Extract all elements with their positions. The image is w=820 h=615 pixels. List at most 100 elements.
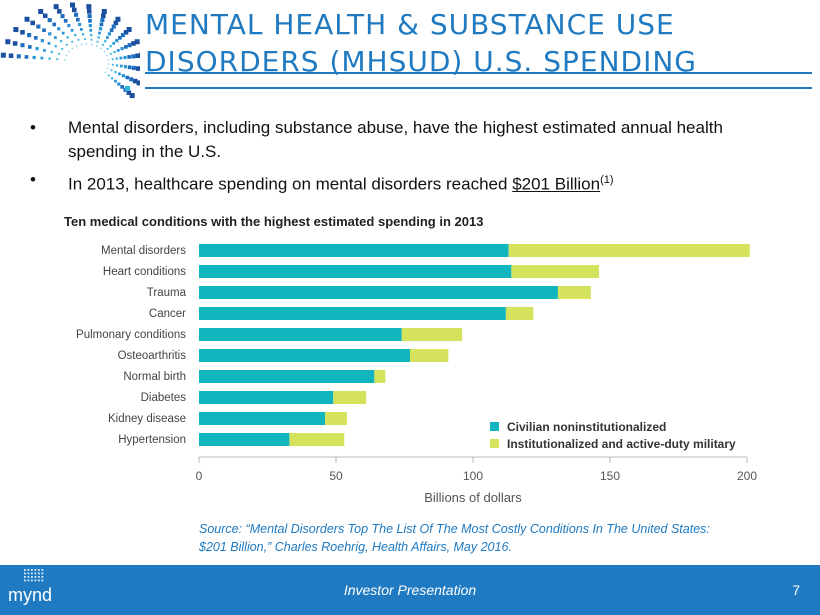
- logo-dot: [88, 23, 92, 28]
- category-label: Osteoarthritis: [118, 350, 187, 362]
- logo-dot: [31, 579, 33, 582]
- logo-dot: [121, 74, 125, 78]
- logo-dot: [36, 24, 41, 29]
- logo-dot: [120, 85, 124, 89]
- logo-dot: [100, 18, 105, 23]
- logo-dot: [27, 33, 32, 38]
- logo-dot: [47, 42, 51, 45]
- logo-dot: [120, 33, 126, 38]
- logo-dot: [24, 579, 26, 582]
- logo-dot: [126, 90, 132, 95]
- logo-dot: [35, 47, 39, 51]
- bar-civilian: [199, 433, 290, 446]
- source-line-1: Source: “Mental Disorders Top The List O…: [199, 522, 710, 536]
- logo-dot: [105, 36, 109, 39]
- logo-dot: [41, 569, 44, 571]
- logo-dot: [126, 27, 132, 33]
- category-label: Trauma: [147, 287, 187, 299]
- logo-dot: [114, 79, 117, 83]
- logo-dot: [74, 12, 79, 17]
- title-divider: [145, 87, 812, 89]
- logo-dot: [132, 78, 138, 84]
- logo-dot: [112, 42, 116, 45]
- logo-dot: [113, 50, 116, 54]
- category-label: Diabetes: [141, 392, 187, 404]
- logo-dot: [95, 45, 98, 47]
- logo-dot: [113, 20, 119, 26]
- legend-swatch: [490, 422, 499, 431]
- logo-dot: [5, 39, 11, 45]
- logo-dot: [31, 569, 33, 571]
- logo-dot: [20, 30, 25, 35]
- logo-dot: [102, 43, 105, 46]
- logo-dot: [136, 80, 140, 86]
- logo-dot: [89, 28, 93, 32]
- logo-dot: [74, 33, 77, 37]
- logo-dot: [24, 569, 26, 571]
- logo-dot: [59, 40, 63, 43]
- logo-dot: [115, 39, 119, 43]
- logo-dot: [110, 69, 113, 72]
- logo-dot: [80, 28, 83, 31]
- source-line-2: $201 Billion,” Charles Roehrig, Health A…: [199, 540, 512, 554]
- x-axis-label: Billions of dollars: [424, 490, 522, 505]
- logo-dot: [84, 38, 86, 41]
- logo-dot: [61, 48, 64, 50]
- logo-dot: [58, 52, 60, 55]
- logo-dot: [124, 45, 128, 49]
- bar-institutionalized: [508, 244, 750, 257]
- logo-dot: [72, 7, 77, 13]
- logo-dot: [127, 43, 132, 48]
- bullet-text: In 2013, healthcare spending on mental d…: [68, 168, 614, 197]
- logo-dot: [118, 72, 121, 76]
- title-line-2: DISORDERS (MHSUD) U.S. SPENDING: [145, 45, 697, 78]
- bullet-list: • Mental disorders, including substance …: [30, 116, 790, 201]
- category-label: Heart conditions: [103, 266, 186, 278]
- logo-dot: [115, 57, 118, 60]
- logo-dot: [127, 65, 132, 70]
- logo-dot: [86, 43, 88, 45]
- logo-dot: [100, 47, 102, 50]
- logo-dot: [42, 13, 48, 19]
- logo-dot: [107, 32, 112, 36]
- logo-dot: [131, 65, 136, 70]
- x-tick-label: 200: [737, 469, 757, 483]
- bullet-item: • In 2013, healthcare spending on mental…: [30, 168, 790, 197]
- logo-dot: [76, 17, 80, 22]
- bar-institutionalized: [409, 349, 449, 362]
- footer-logo-icon: [24, 569, 44, 582]
- bar-institutionalized: [374, 370, 386, 383]
- x-tick-label: 150: [600, 469, 620, 483]
- logo-dot: [78, 22, 82, 27]
- logo-dot: [24, 572, 26, 575]
- logo-dot: [89, 33, 93, 37]
- logo-dot: [38, 569, 40, 571]
- logo-dot: [129, 77, 134, 82]
- logo-dot: [27, 576, 30, 578]
- logo-dot: [115, 64, 119, 67]
- logo-dot: [47, 18, 52, 23]
- logo-dot: [129, 93, 135, 99]
- logo-dot: [97, 36, 100, 39]
- logo-dot: [98, 27, 103, 31]
- logo-dot: [107, 63, 110, 65]
- bar-institutionalized: [557, 286, 591, 299]
- spending-highlight: $201 Billion: [512, 174, 601, 194]
- logo-dot: [115, 16, 121, 22]
- logo-dot: [38, 572, 40, 575]
- category-label: Pulmonary conditions: [76, 329, 186, 341]
- logo-dot: [101, 13, 106, 19]
- logo-dot: [109, 45, 112, 48]
- title-underline: [145, 72, 812, 74]
- logo-dot: [52, 22, 57, 27]
- logo-dot: [57, 27, 61, 31]
- bar-institutionalized: [333, 391, 367, 404]
- logo-dot: [106, 54, 108, 57]
- logo-dot: [110, 77, 114, 80]
- logo-dot: [34, 579, 37, 582]
- bullet-text: Mental disorders, including substance ab…: [68, 118, 723, 161]
- logo-dot: [67, 23, 71, 28]
- logo-dot: [43, 48, 46, 52]
- spending-bar-chart: Ten medical conditions with the highest …: [64, 214, 757, 505]
- category-label: Cancer: [149, 308, 186, 320]
